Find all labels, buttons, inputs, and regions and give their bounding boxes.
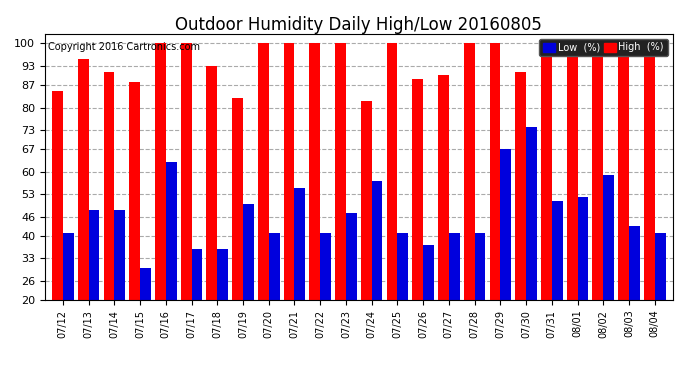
Title: Outdoor Humidity Daily High/Low 20160805: Outdoor Humidity Daily High/Low 20160805	[175, 16, 542, 34]
Bar	[268, 232, 279, 300]
Bar	[243, 204, 254, 300]
Bar	[397, 232, 408, 300]
Bar	[593, 44, 603, 300]
Bar	[475, 232, 485, 300]
Text: Copyright 2016 Cartronics.com: Copyright 2016 Cartronics.com	[48, 42, 200, 52]
Bar	[284, 44, 295, 300]
Bar	[217, 249, 228, 300]
Bar	[386, 44, 397, 300]
Bar	[552, 201, 562, 300]
Bar	[655, 232, 666, 300]
Bar	[52, 92, 63, 300]
Bar	[335, 44, 346, 300]
Bar	[104, 72, 115, 300]
Bar	[464, 44, 475, 300]
Bar	[578, 197, 589, 300]
Bar	[423, 246, 434, 300]
Bar	[541, 44, 552, 300]
Bar	[140, 268, 151, 300]
Bar	[115, 210, 125, 300]
Bar	[166, 162, 177, 300]
Bar	[566, 44, 578, 300]
Bar	[618, 44, 629, 300]
Bar	[88, 210, 99, 300]
Bar	[206, 66, 217, 300]
Bar	[192, 249, 202, 300]
Bar	[515, 72, 526, 300]
Bar	[413, 79, 423, 300]
Bar	[320, 232, 331, 300]
Bar	[181, 44, 192, 300]
Legend: Low  (%), High  (%): Low (%), High (%)	[540, 39, 668, 56]
Bar	[361, 101, 372, 300]
Bar	[63, 232, 74, 300]
Bar	[629, 226, 640, 300]
Bar	[295, 188, 305, 300]
Bar	[500, 149, 511, 300]
Bar	[449, 232, 460, 300]
Bar	[526, 127, 537, 300]
Bar	[233, 98, 243, 300]
Bar	[438, 75, 449, 300]
Bar	[603, 175, 614, 300]
Bar	[489, 44, 500, 300]
Bar	[78, 59, 88, 300]
Bar	[155, 44, 166, 300]
Bar	[644, 56, 655, 300]
Bar	[309, 44, 320, 300]
Bar	[346, 213, 357, 300]
Bar	[129, 82, 140, 300]
Bar	[372, 181, 382, 300]
Bar	[258, 44, 268, 300]
